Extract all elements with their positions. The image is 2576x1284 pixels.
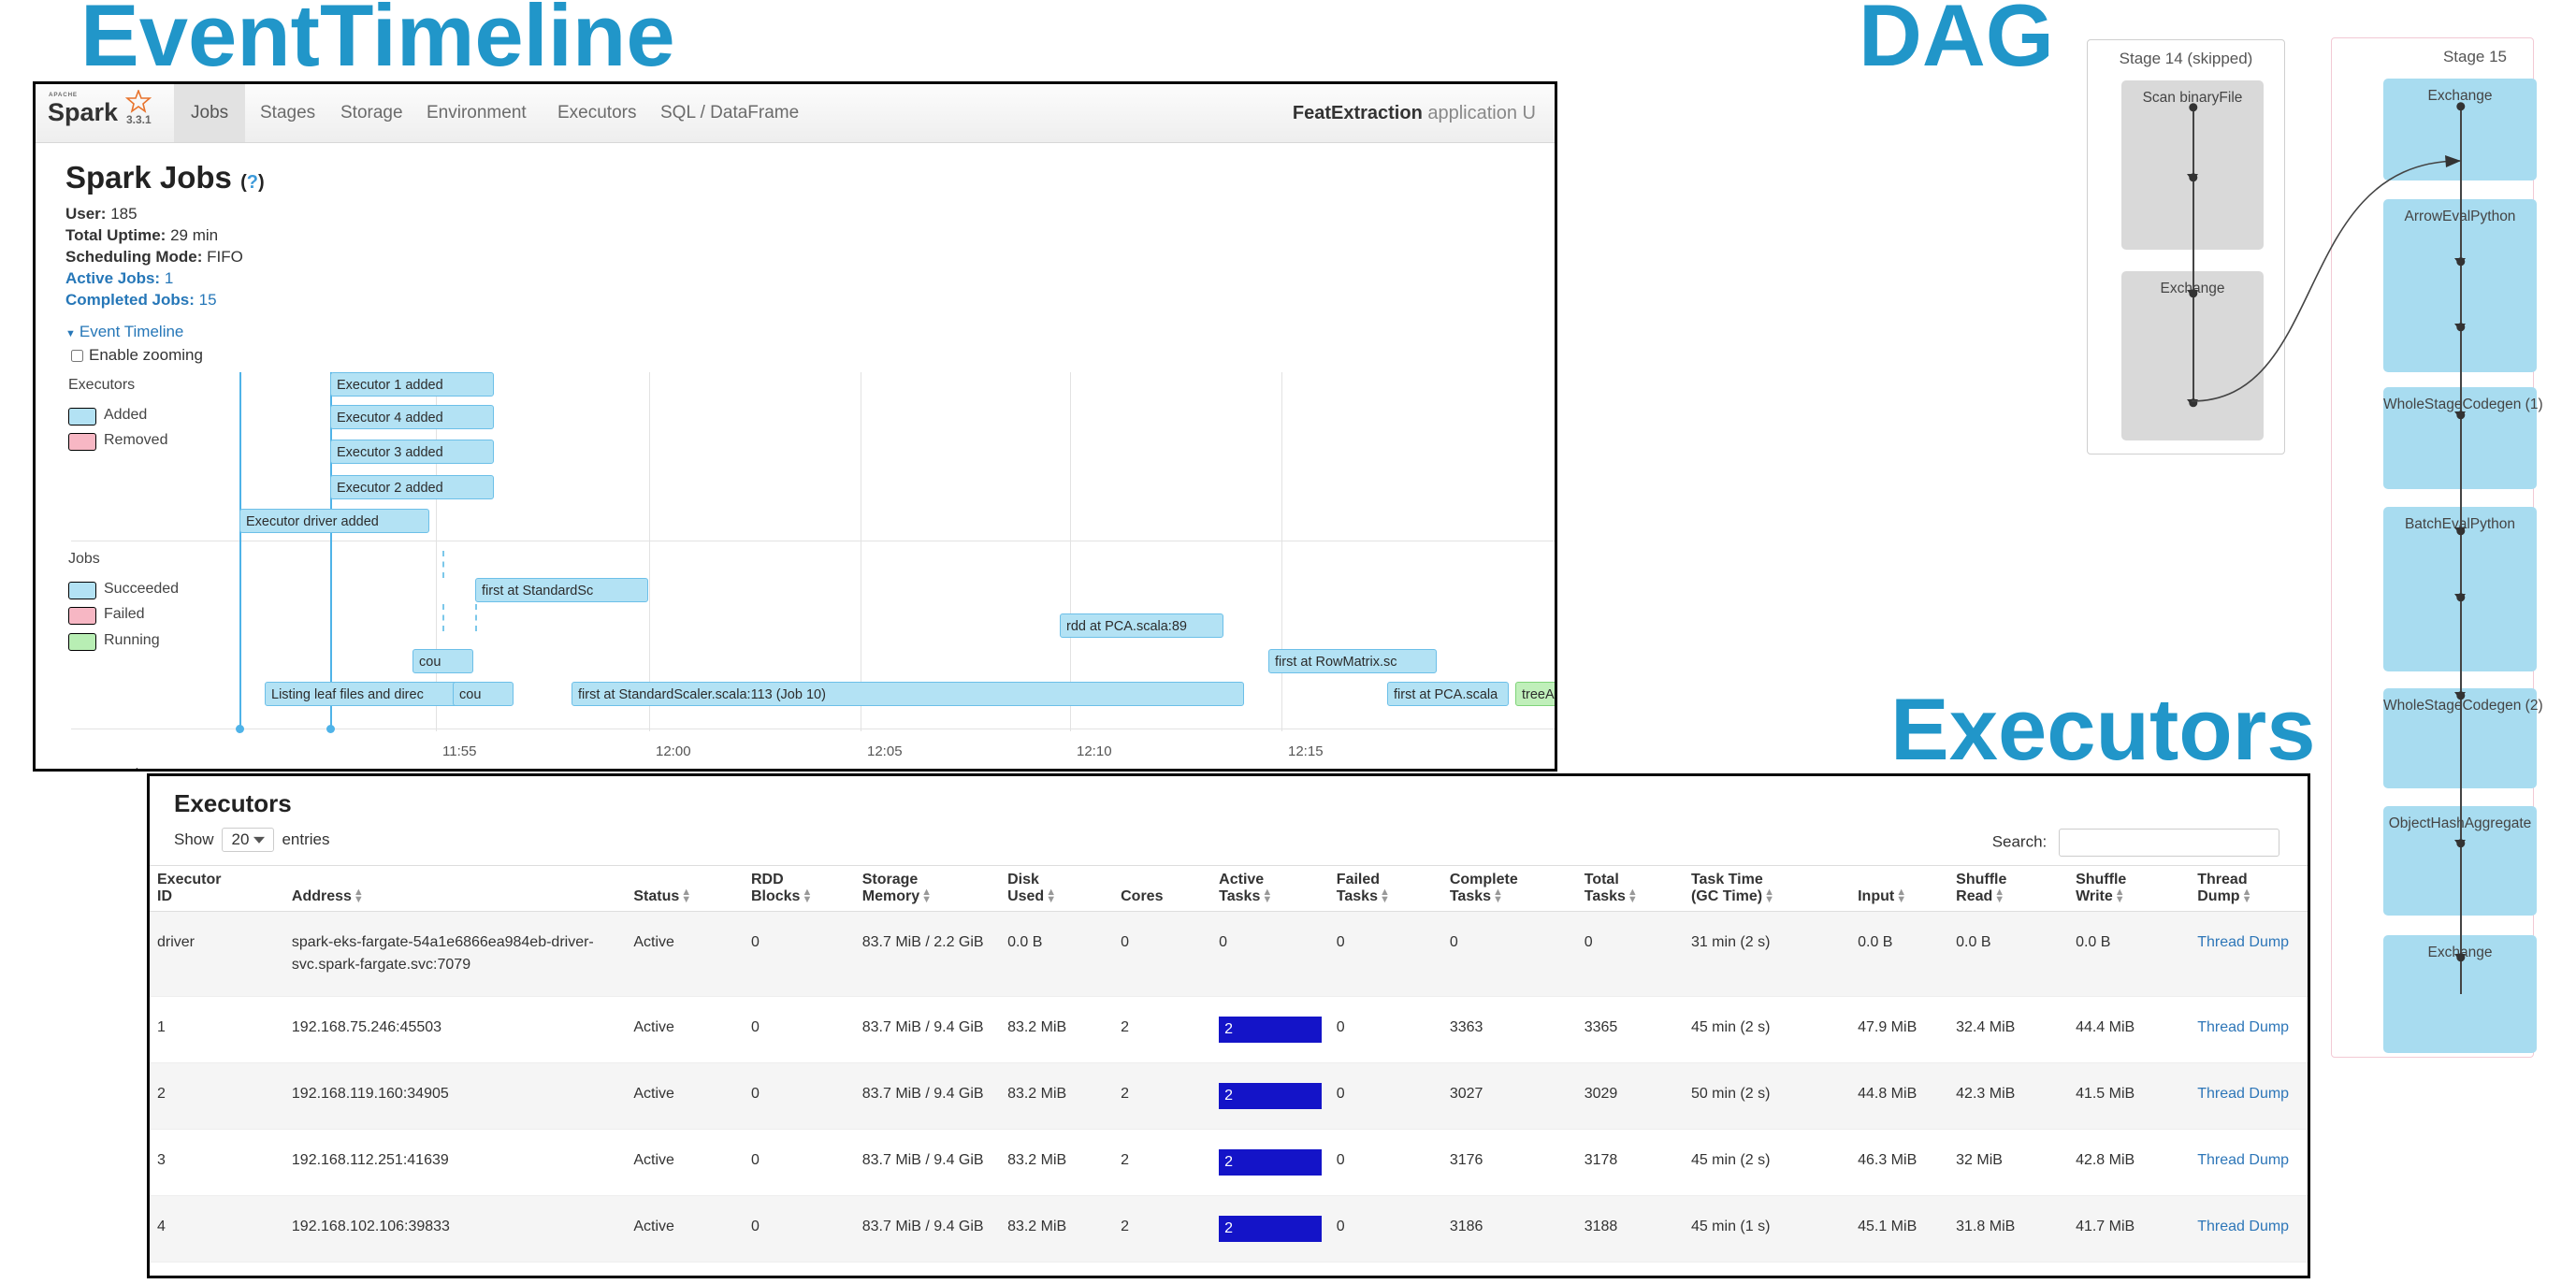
svg-text:APACHE: APACHE	[49, 92, 78, 98]
svg-text:Spark: Spark	[48, 98, 119, 126]
